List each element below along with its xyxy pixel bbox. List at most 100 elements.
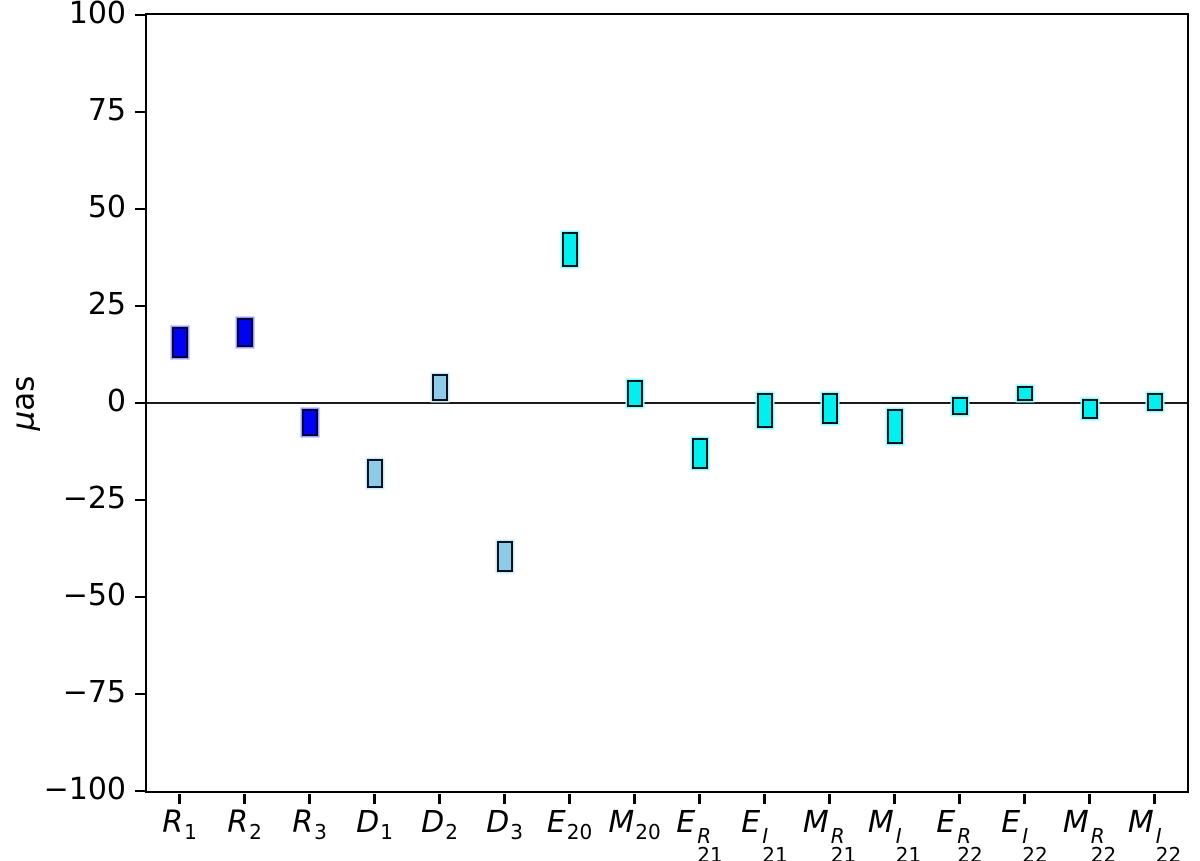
x-tick-E22R — [958, 793, 961, 804]
x-label-M21R: M R 21 — [803, 808, 856, 861]
bar-M21R — [821, 393, 838, 425]
x-label-sup: I — [1022, 824, 1029, 848]
y-tick-label-0: 0 — [106, 384, 126, 420]
bar-E21I — [756, 393, 773, 429]
x-label-letter: M — [802, 805, 829, 840]
x-label-letter: R — [292, 805, 314, 840]
x-label-sub: 21 — [697, 843, 723, 861]
x-tick-D3 — [503, 793, 506, 804]
y-tick--25 — [134, 498, 145, 502]
x-tick-D2 — [438, 793, 441, 804]
y-axis-title: μas — [5, 375, 42, 431]
x-label-sub: 1 — [184, 820, 197, 844]
x-label-sup: I — [895, 824, 902, 848]
y-tick-0 — [134, 401, 145, 405]
y-tick-50 — [134, 207, 145, 211]
bar-M22R — [1081, 399, 1098, 419]
x-label-letter: E — [1001, 805, 1021, 840]
x-label-letter: E — [546, 805, 566, 840]
x-label-E20: E20 — [546, 805, 593, 844]
x-label-E21R: E R 21 — [676, 808, 722, 861]
y-tick-25 — [134, 304, 145, 308]
bar-R3 — [301, 408, 318, 436]
y-tick-label--50: −50 — [62, 578, 126, 614]
x-tick-M21R — [828, 793, 831, 804]
x-label-letter: D — [421, 805, 445, 840]
x-tick-R1 — [178, 793, 181, 804]
bar-E20 — [561, 232, 578, 268]
x-label-sub: 2 — [445, 820, 458, 844]
bar-D2 — [431, 373, 448, 402]
x-label-sub: 21 — [830, 843, 857, 861]
x-label-letter: M — [1062, 805, 1089, 840]
bar-M22I — [1146, 393, 1163, 411]
bar-M20 — [626, 379, 643, 407]
x-tick-M21I — [893, 793, 896, 804]
bar-D3 — [496, 540, 513, 572]
x-label-supsub: I 22 — [1155, 824, 1182, 861]
x-tick-E21R — [698, 793, 701, 804]
y-tick-label-50: 50 — [87, 190, 126, 226]
zero-line — [147, 401, 1187, 405]
x-label-letter: E — [936, 805, 956, 840]
x-label-M22R: M R 22 — [1063, 808, 1116, 861]
x-label-sup: R — [830, 824, 845, 848]
x-label-supsub: R 22 — [957, 824, 983, 861]
x-tick-M22I — [1153, 793, 1156, 804]
x-label-E22I: E I 22 — [1001, 808, 1047, 861]
x-tick-M22R — [1088, 793, 1091, 804]
x-label-sub: 22 — [1090, 843, 1117, 861]
x-label-sup: I — [762, 824, 769, 848]
x-label-supsub: I 22 — [1022, 824, 1048, 861]
x-label-D3: D3 — [486, 805, 523, 843]
x-label-letter: R — [162, 805, 184, 840]
x-label-sub: 22 — [957, 843, 983, 861]
bar-E22I — [1016, 385, 1033, 402]
x-label-sup: I — [1155, 824, 1162, 848]
x-label-letter: E — [741, 805, 761, 840]
x-label-R2: R2 — [227, 805, 262, 844]
x-label-letter: D — [486, 805, 510, 840]
x-label-letter: M — [1127, 805, 1154, 840]
x-label-E22R: E R 22 — [936, 808, 982, 861]
x-label-letter: M — [608, 805, 635, 840]
x-label-D2: D2 — [421, 805, 458, 844]
x-label-M22I: M I 22 — [1128, 808, 1181, 861]
x-label-sub: 21 — [895, 843, 922, 861]
x-tick-R2 — [243, 793, 246, 804]
x-label-letter: R — [227, 805, 249, 840]
bar-E21R — [691, 437, 708, 469]
x-label-supsub: R 21 — [697, 826, 723, 861]
y-tick-75 — [134, 110, 145, 114]
y-tick-label--25: −25 — [62, 481, 126, 517]
y-axis-title-rest: as — [5, 375, 42, 411]
x-tick-E21I — [763, 793, 766, 804]
x-label-R1: R1 — [162, 805, 197, 844]
x-label-letter: D — [356, 805, 380, 840]
bar-R1 — [171, 327, 188, 359]
x-tick-M20 — [633, 793, 636, 804]
x-label-sub: 22 — [1022, 843, 1048, 861]
y-axis-title-mu: μ — [5, 410, 42, 431]
x-label-sub: 22 — [1155, 843, 1182, 861]
x-label-sub: 21 — [762, 843, 788, 861]
x-label-D1: D1 — [356, 805, 393, 844]
y-tick-label-25: 25 — [87, 287, 126, 323]
y-tick-label--100: −100 — [43, 772, 126, 808]
x-label-supsub: I 21 — [762, 824, 788, 861]
x-label-sub: 20 — [566, 820, 593, 844]
x-tick-R3 — [308, 793, 311, 804]
x-label-E21I: E I 21 — [741, 808, 787, 861]
x-label-sub: 20 — [635, 820, 661, 844]
plot-area: 100 75 50 25 0 −25 −50 −75 −100 R1 R2 R3 D1 D2 D3 E20 M… — [44, 0, 1189, 861]
x-label-sub: 1 — [380, 820, 393, 844]
x-label-supsub: R 22 — [1090, 826, 1117, 861]
x-label-sub: 2 — [249, 820, 262, 844]
x-tick-E20 — [568, 793, 571, 804]
y-tick--100 — [134, 789, 145, 793]
x-label-sup: R — [957, 824, 972, 848]
x-label-M21I: M I 21 — [868, 808, 921, 861]
y-tick-label-75: 75 — [87, 93, 126, 129]
y-tick--75 — [134, 692, 145, 696]
